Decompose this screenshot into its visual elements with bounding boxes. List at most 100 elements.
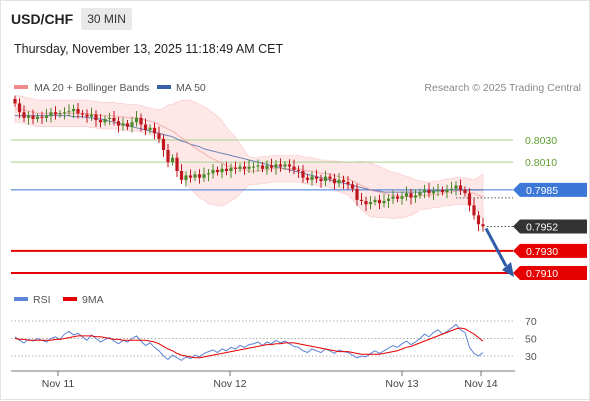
candle-body — [337, 179, 341, 184]
candle-body — [260, 165, 265, 169]
candle-body — [85, 114, 89, 117]
candle-body — [134, 117, 139, 123]
rsi-legend-label: RSI — [33, 294, 51, 306]
candle-body — [161, 138, 166, 150]
candle-body — [94, 114, 98, 121]
candle-body — [26, 115, 31, 118]
candle-body — [22, 112, 26, 118]
candle-body — [409, 193, 413, 198]
candle-body — [98, 120, 103, 123]
rsi-tick-label: 30 — [525, 351, 537, 363]
candle-body — [445, 189, 449, 193]
candle-body — [436, 189, 440, 191]
candle-body — [112, 117, 116, 122]
candle-body — [332, 178, 337, 184]
candle-body — [148, 127, 152, 131]
candle-body — [382, 200, 386, 204]
candle-body — [476, 215, 481, 225]
candle-body — [44, 115, 49, 118]
ma9-legend-swatch — [63, 297, 77, 301]
candle-body — [355, 188, 359, 200]
time-tick-label: Nov 11 — [42, 378, 75, 390]
candle-body — [301, 171, 305, 178]
timeframe-badge[interactable]: 30 MIN — [81, 8, 132, 30]
bollinger-band — [14, 95, 484, 221]
ma50-legend-swatch — [157, 85, 171, 89]
candle-body — [400, 196, 404, 199]
candle-body — [472, 205, 476, 216]
candle-body — [296, 169, 301, 172]
candle-body — [116, 121, 121, 126]
candle-body — [247, 166, 251, 169]
candle-body — [80, 113, 85, 115]
candle-body — [287, 164, 292, 167]
candle-body — [449, 188, 454, 190]
candle-body — [121, 123, 125, 126]
chart-header: USD/CHF 30 MIN — [11, 8, 132, 30]
candle-body — [364, 200, 368, 205]
candle-body — [143, 124, 148, 131]
candle-body — [193, 174, 197, 178]
price-tag-0.7910 — [513, 266, 587, 280]
candle-body — [103, 118, 107, 123]
ma20-legend-label: MA 20 + Bollinger Bands — [34, 82, 149, 94]
candle-body — [422, 189, 427, 193]
time-tick-label: Nov 12 — [213, 378, 246, 390]
price-tag-0.7930 — [513, 243, 587, 258]
candle-body — [427, 189, 431, 194]
candle-body — [305, 177, 310, 180]
candle-body — [40, 116, 44, 118]
candle-body — [202, 174, 206, 178]
candle-body — [197, 174, 202, 178]
candle-body — [107, 117, 112, 119]
price-tag-label-0.7952: 0.7952 — [526, 221, 558, 233]
candle-body — [49, 112, 53, 116]
candle-body — [170, 157, 175, 163]
candle-body — [152, 127, 157, 134]
ma50-legend-label: MA 50 — [176, 82, 206, 94]
candle-body — [179, 171, 184, 180]
candle-body — [188, 175, 193, 178]
candle-body — [157, 133, 161, 139]
level-label-0.8030: 0.8030 — [525, 135, 557, 147]
symbol-label: USD/CHF — [11, 11, 74, 27]
candle-body — [229, 167, 233, 172]
candle-body — [215, 169, 220, 173]
candle-body — [58, 113, 62, 115]
candle-body — [323, 176, 328, 182]
candle-body — [440, 189, 445, 193]
candle-body — [251, 166, 256, 168]
ma20-legend-swatch — [14, 85, 28, 89]
candle-body — [319, 178, 323, 182]
credit-text: Research © 2025 Trading Central — [424, 82, 581, 94]
candle-body — [373, 199, 377, 203]
candle-body — [31, 115, 35, 119]
rsi-line — [14, 323, 484, 362]
candle-body — [458, 185, 463, 190]
candle-body — [386, 198, 391, 201]
candle-body — [130, 122, 134, 127]
candle-body — [206, 173, 211, 175]
candle-body — [292, 166, 296, 170]
price-tag-0.7985 — [513, 182, 587, 197]
candle-body — [233, 167, 238, 169]
forecast-arrow-head — [502, 262, 514, 277]
candle-body — [481, 224, 485, 227]
price-tag-label-0.7930: 0.7930 — [526, 246, 558, 258]
candle-body — [35, 116, 40, 119]
candle-body — [175, 157, 179, 172]
candle-body — [314, 176, 319, 179]
rsi-tick-label: 70 — [525, 316, 537, 328]
candle-body — [184, 175, 188, 180]
candle-body — [274, 164, 278, 168]
rsi-tick-label: 50 — [525, 334, 537, 346]
candle-body — [278, 164, 283, 167]
candle-body — [350, 184, 355, 189]
price-tag-label-0.7910: 0.7910 — [526, 268, 558, 280]
forecast-arrow-shaft — [484, 227, 508, 267]
candle-body — [413, 195, 418, 198]
rsi-legend-swatch — [14, 297, 28, 301]
candle-body — [368, 202, 373, 205]
candle-body — [328, 176, 332, 179]
